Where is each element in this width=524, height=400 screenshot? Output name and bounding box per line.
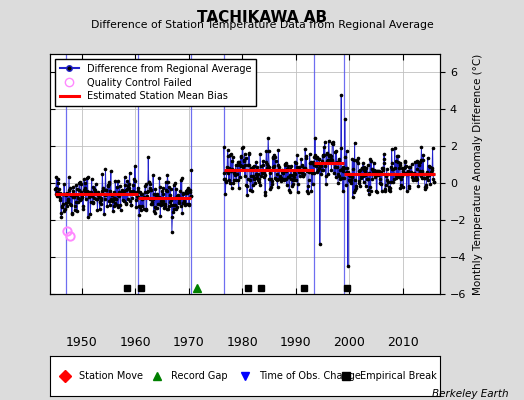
Y-axis label: Monthly Temperature Anomaly Difference (°C): Monthly Temperature Anomaly Difference (… xyxy=(473,53,483,295)
Text: Time of Obs. Change: Time of Obs. Change xyxy=(259,371,361,381)
Text: TACHIKAWA AB: TACHIKAWA AB xyxy=(197,10,327,25)
Text: Berkeley Earth: Berkeley Earth xyxy=(432,389,508,399)
Text: Record Gap: Record Gap xyxy=(171,371,227,381)
Text: Station Move: Station Move xyxy=(79,371,143,381)
Text: Empirical Break: Empirical Break xyxy=(360,371,437,381)
Legend: Difference from Regional Average, Quality Control Failed, Estimated Station Mean: Difference from Regional Average, Qualit… xyxy=(54,59,256,106)
Text: Difference of Station Temperature Data from Regional Average: Difference of Station Temperature Data f… xyxy=(91,20,433,30)
